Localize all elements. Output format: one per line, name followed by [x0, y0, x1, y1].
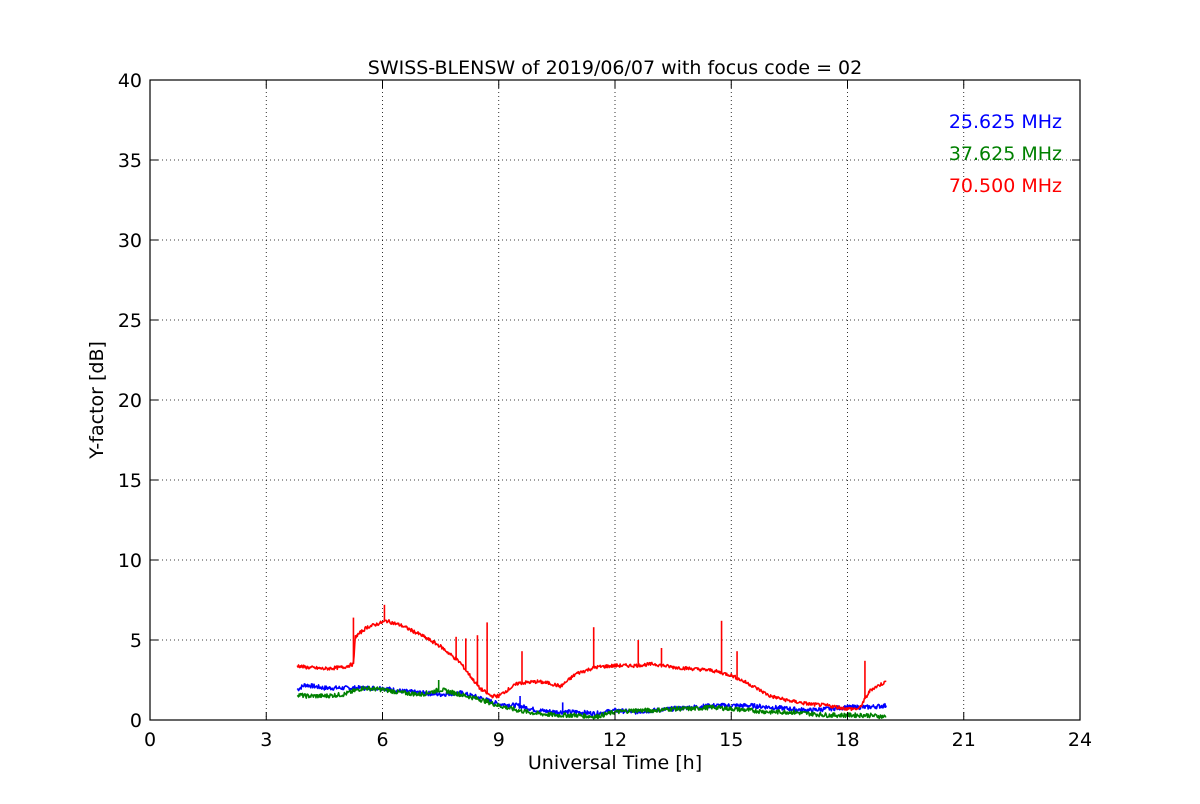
y-tick-label: 15 — [118, 470, 142, 492]
x-tick-label: 3 — [260, 729, 272, 751]
legend-entry: 25.625 MHz — [949, 111, 1062, 133]
legend-entry: 37.625 MHz — [949, 143, 1062, 165]
x-tick-label: 9 — [493, 729, 505, 751]
chart-title: SWISS-BLENSW of 2019/06/07 with focus co… — [368, 57, 862, 79]
legend-entry: 70.500 MHz — [949, 175, 1062, 197]
series-line-1 — [296, 685, 887, 720]
x-tick-label: 21 — [952, 729, 976, 751]
x-tick-label: 18 — [835, 729, 859, 751]
y-axis-label: Y-factor [dB] — [86, 341, 108, 460]
x-tick-label: 0 — [144, 729, 156, 751]
x-axis-label: Universal Time [h] — [528, 752, 702, 774]
series-layer — [296, 604, 887, 720]
y-tick-label: 10 — [118, 550, 142, 572]
y-tick-label: 30 — [118, 230, 142, 252]
x-tick-label: 12 — [603, 729, 627, 751]
legend: 25.625 MHz 37.625 MHz 70.500 MHz — [949, 111, 1062, 197]
tick-layer: 0 3 6 9 12 15 18 21 24 0 5 10 15 20 25 30 35 40 — [118, 70, 1092, 751]
x-tick-label: 6 — [376, 729, 388, 751]
y-tick-label: 20 — [118, 390, 142, 412]
y-tick-label: 25 — [118, 310, 142, 332]
y-tick-label: 40 — [118, 70, 142, 92]
y-tick-label: 35 — [118, 150, 142, 172]
grid-layer — [150, 80, 1080, 720]
y-tick-label: 5 — [130, 630, 142, 652]
series-line-2 — [296, 619, 887, 712]
x-tick-label: 15 — [719, 729, 743, 751]
y-tick-label: 0 — [130, 710, 142, 732]
x-tick-label: 24 — [1068, 729, 1092, 751]
